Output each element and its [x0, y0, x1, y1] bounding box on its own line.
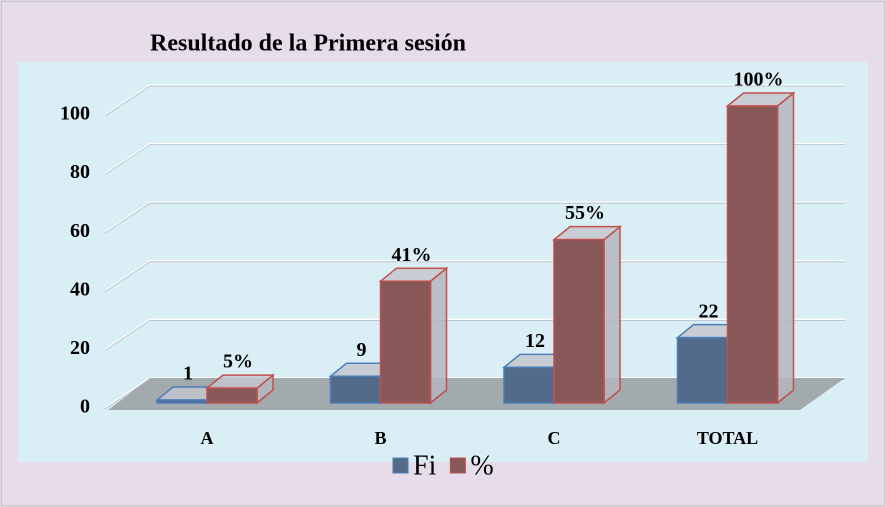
- grid-line: [104, 201, 845, 233]
- grid-shadow: [104, 85, 845, 117]
- x-tick-label: B: [374, 428, 386, 448]
- legend-label: Fi: [413, 450, 437, 481]
- bar-side: [776, 91, 795, 405]
- data-label: 22: [699, 300, 719, 322]
- data-label: 55%: [565, 202, 605, 224]
- bar: [503, 366, 555, 404]
- x-tick-label: TOTAL: [697, 428, 758, 448]
- bar: [329, 375, 382, 404]
- y-tick-label: 20: [70, 337, 90, 359]
- data-label: 1: [183, 363, 193, 385]
- floor: [108, 378, 845, 410]
- y-tick-label: 0: [80, 396, 90, 418]
- grid-line: [104, 142, 845, 175]
- bar: [206, 387, 258, 404]
- grid-line: [104, 84, 845, 116]
- y-tick-label: 80: [70, 161, 90, 183]
- grid-shadow: [104, 144, 845, 175]
- y-tick-label: 100: [60, 103, 90, 125]
- legend-swatch: [449, 457, 466, 474]
- data-label: 12: [525, 330, 545, 352]
- grid-shadow: [104, 202, 845, 234]
- bar: [676, 336, 729, 404]
- bar: [379, 280, 432, 404]
- bars: [154, 91, 796, 405]
- bar-side: [603, 225, 621, 405]
- data-label: 100%: [734, 69, 784, 91]
- legend-swatch: [392, 457, 409, 474]
- data-label: 5%: [223, 351, 253, 373]
- bar-side: [429, 266, 448, 405]
- legend-label: %: [470, 450, 493, 481]
- chart-title: Resultado de la Primera sesión: [150, 31, 466, 57]
- data-label: 9: [357, 339, 367, 361]
- y-tick-label: 40: [70, 278, 90, 300]
- x-tick-label: C: [548, 428, 561, 448]
- x-tick-label: A: [201, 428, 214, 448]
- bar: [156, 399, 208, 404]
- bar: [553, 238, 605, 404]
- y-tick-label: 60: [70, 220, 90, 242]
- bar: [726, 105, 779, 404]
- data-label: 41%: [392, 244, 432, 266]
